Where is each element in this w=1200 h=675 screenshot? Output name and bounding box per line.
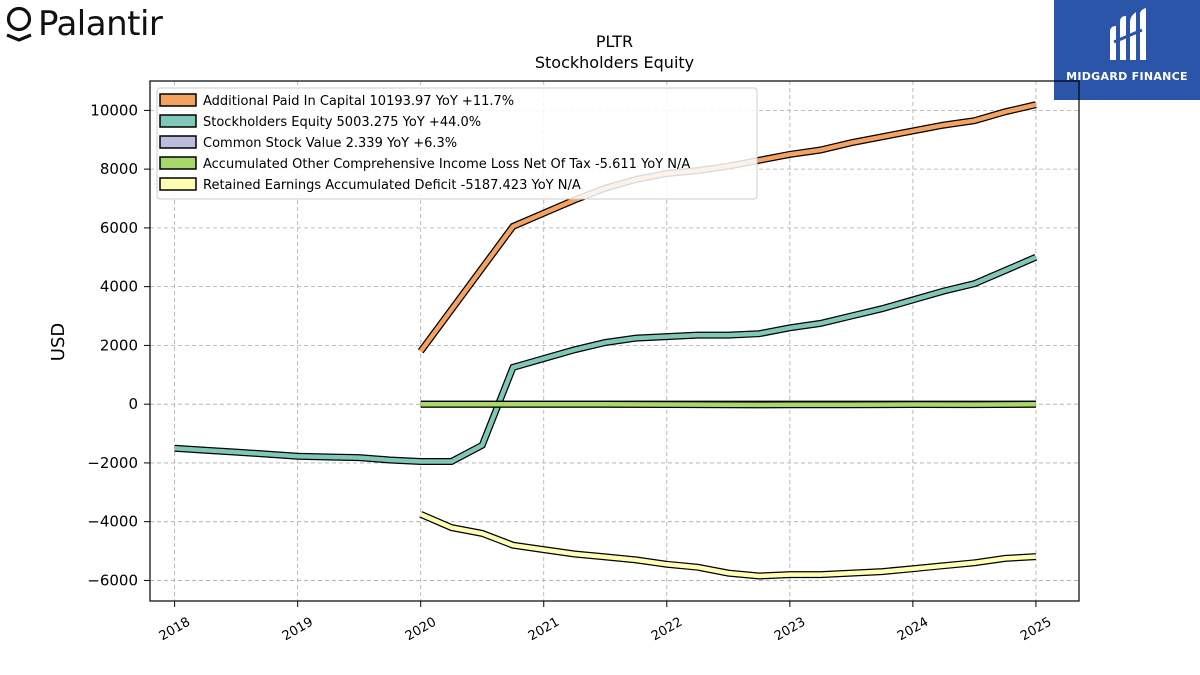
y-tick-label: −4000 [87, 513, 138, 531]
legend-box [156, 87, 758, 200]
legend-label: Stockholders Equity 5003.275 YoY +44.0% [203, 115, 481, 130]
series-lines [174, 101, 1038, 580]
y-tick-label: 8000 [100, 160, 138, 178]
legend-label: Retained Earnings Accumulated Deficit -5… [203, 178, 581, 193]
legend-label: Accumulated Other Comprehensive Income L… [203, 157, 690, 172]
midgard-logo-text: MIDGARD FINANCE [1066, 70, 1188, 83]
x-tick-label: 2021 [526, 615, 562, 645]
midgard-mark-icon [1110, 8, 1146, 60]
midgard-finance-logo: MIDGARD FINANCE [1054, 0, 1200, 100]
series-line [419, 512, 1037, 579]
x-tick-label: 2019 [280, 615, 316, 645]
legend-label: Additional Paid In Capital 10193.97 YoY … [203, 94, 514, 109]
y-axis-label: USD [48, 323, 69, 361]
y-tick-label: −2000 [87, 454, 138, 472]
x-tick-label: 2022 [649, 615, 685, 645]
chart-subtitle: Stockholders Equity [535, 53, 694, 72]
x-tick-label: 2024 [895, 615, 931, 645]
x-tick-label: 2023 [772, 615, 808, 645]
series-outline [174, 253, 1038, 465]
legend-label: Common Stock Value 2.339 YoY +6.3% [203, 136, 457, 151]
legend: Additional Paid In Capital 10193.97 YoY … [156, 87, 758, 200]
x-tick-label: 2018 [157, 615, 193, 645]
legend-swatch [159, 135, 197, 149]
series-line [420, 401, 1036, 408]
y-tick-label: 2000 [100, 336, 138, 354]
legend-swatch [159, 93, 197, 107]
y-tick-label: 0 [128, 395, 138, 413]
palantir-logo: Palantir [4, 4, 163, 44]
y-tick-label: 6000 [100, 219, 138, 237]
legend-swatch [159, 177, 197, 191]
y-tick-label: 10000 [90, 101, 138, 119]
x-tick-label: 2025 [1018, 615, 1054, 645]
series-line [418, 102, 1037, 353]
x-tick-label: 2020 [403, 615, 439, 645]
y-tick-label: 4000 [100, 278, 138, 296]
y-tick-label: −6000 [87, 571, 138, 589]
series-line [174, 255, 1037, 464]
palantir-logo-icon [6, 6, 32, 42]
plot-frame [149, 80, 1080, 602]
palantir-logo-text: Palantir [38, 4, 163, 44]
legend-swatch [159, 156, 197, 170]
legend-swatch [159, 114, 197, 128]
chart-title: PLTR [596, 32, 633, 51]
